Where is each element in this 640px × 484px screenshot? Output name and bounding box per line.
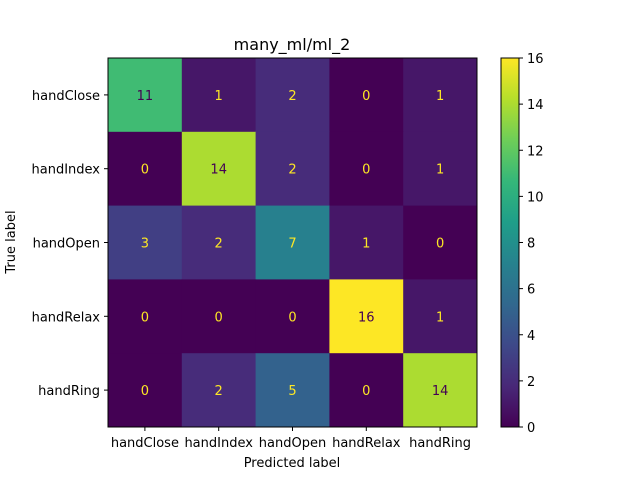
x-tick-label: handIndex [184,436,253,451]
cell-value-label: 7 [288,237,296,252]
heatmap-cell [329,205,404,280]
y-tick-label: handClose [32,89,100,104]
heatmap-cell [181,58,257,133]
y-tick-label: handRelax [32,310,101,325]
colorbar-tick-label: 2 [527,375,535,390]
colorbar [500,57,520,428]
heatmap-cell [403,279,478,354]
y-tick-label: handIndex [32,163,101,178]
cell-value-label: 0 [436,237,444,252]
cell-value-label: 14 [210,163,227,178]
y-tick-label: handOpen [33,237,100,252]
heatmap-cell [403,205,478,280]
cell-value-label: 3 [141,237,149,252]
heatmap-cells: 11 1 2 0 10 14 2 0 13 2 7 1 00 0 0 16 10 2 5 0 14 [108,58,478,428]
cell-value-label: 14 [432,384,449,399]
cell-value-label: 2 [215,384,223,399]
cell-value-label: 0 [141,384,149,399]
colorbar-tick-label: 16 [527,52,544,67]
heatmap-cell [255,353,330,428]
cell-value-label: 0 [215,310,223,325]
cell-value-label: 1 [436,89,444,104]
cell-value-label: 1 [215,89,223,104]
cell-value-label: 11 [137,89,154,104]
y-tick-label: handRing [38,384,100,399]
heatmap-cell [181,131,257,207]
cell-value-label: 16 [358,310,375,325]
cell-value-label: 0 [141,163,149,178]
colorbar-tick-label: 12 [527,144,544,159]
x-tick-label: handRing [409,436,471,451]
cell-value-label: 1 [436,163,444,178]
cell-value-label: 0 [141,310,149,325]
cell-value-label: 1 [436,310,444,325]
heatmap-cell [255,279,330,354]
cell-value-label: 0 [288,310,296,325]
x-tick-label: handRelax [332,436,401,451]
cell-value-label: 2 [288,89,296,104]
heatmap-cell [108,279,183,354]
x-axis-label: Predicted label [244,456,341,471]
colorbar-tick-label: 10 [527,190,544,205]
colorbar-tick-label: 4 [527,329,535,344]
cell-value-label: 2 [288,163,296,178]
heatmap-cell [108,353,183,428]
heatmap-cell [108,58,183,133]
heatmap-cell [255,131,330,207]
cell-value-label: 0 [362,163,370,178]
heatmap-cell [108,131,183,207]
heatmap-cell [108,205,183,280]
x-tick-label: handClose [111,436,179,451]
heatmap-cell [403,58,478,133]
y-axis-ticks: handClose handIndex handOpen handRelax handR… [32,89,108,399]
cell-value-label: 5 [288,384,296,399]
heatmap-cell [329,58,404,133]
heatmap-cell [255,58,330,133]
heatmap-cell [329,131,404,207]
heatmap-cell [403,353,478,428]
heatmap-cell [181,279,257,354]
heatmap-cell [403,131,478,207]
colorbar-tick-label: 6 [527,283,535,298]
colorbar-ticks: 0 2 4 6 8 10 12 14 16 [519,52,544,436]
heatmap-cell [181,353,257,428]
x-tick-label: handOpen [259,436,326,451]
heatmap-cell [329,279,404,354]
colorbar-tick-label: 8 [527,237,535,252]
cell-value-label: 2 [215,237,223,252]
colorbar-tick-label: 14 [527,98,544,113]
chart-title: many_ml/ml_2 [234,35,351,55]
heatmap-cell [181,205,257,280]
cell-value-label: 0 [362,89,370,104]
y-axis-label: True label [4,210,19,274]
heatmap-cell [255,205,330,280]
cell-value-label: 1 [362,237,370,252]
cell-value-label: 0 [362,384,370,399]
colorbar-tick-label: 0 [527,421,535,436]
x-axis-ticks: handClose handIndex handOpen handRelax handR… [111,427,471,451]
heatmap-cell [329,353,404,428]
